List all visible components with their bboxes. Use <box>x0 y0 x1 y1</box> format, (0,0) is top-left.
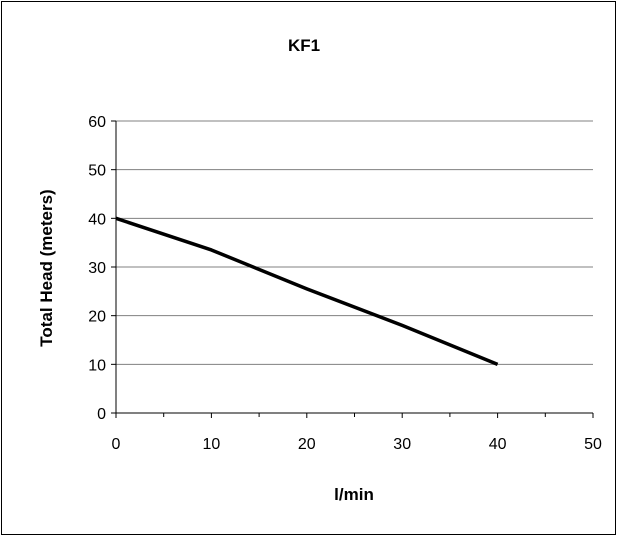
chart-title: KF1 <box>288 36 320 55</box>
y-tick-label: 30 <box>88 260 106 277</box>
y-tick-label: 20 <box>88 309 106 326</box>
y-tick-label: 10 <box>88 357 106 374</box>
series-group <box>115 216 499 366</box>
series-line <box>115 216 499 366</box>
y-tick-label: 60 <box>88 114 106 131</box>
x-tick-label: 50 <box>584 436 602 453</box>
y-tick-label: 50 <box>88 163 106 180</box>
x-tick-label: 0 <box>112 436 121 453</box>
x-tick-label: 30 <box>393 436 411 453</box>
x-tick-label: 40 <box>489 436 507 453</box>
x-tick-label: 20 <box>298 436 316 453</box>
x-axis-label: l/min <box>334 485 374 504</box>
y-tick-label: 0 <box>97 406 106 423</box>
y-axis-label: Total Head (meters) <box>37 189 56 346</box>
axes: 0 10 20 30 40 50 60 0 10 20 30 40 50 <box>88 114 602 453</box>
gridlines <box>116 120 593 365</box>
y-tick-label: 40 <box>88 211 106 228</box>
x-tick-label: 10 <box>203 436 221 453</box>
